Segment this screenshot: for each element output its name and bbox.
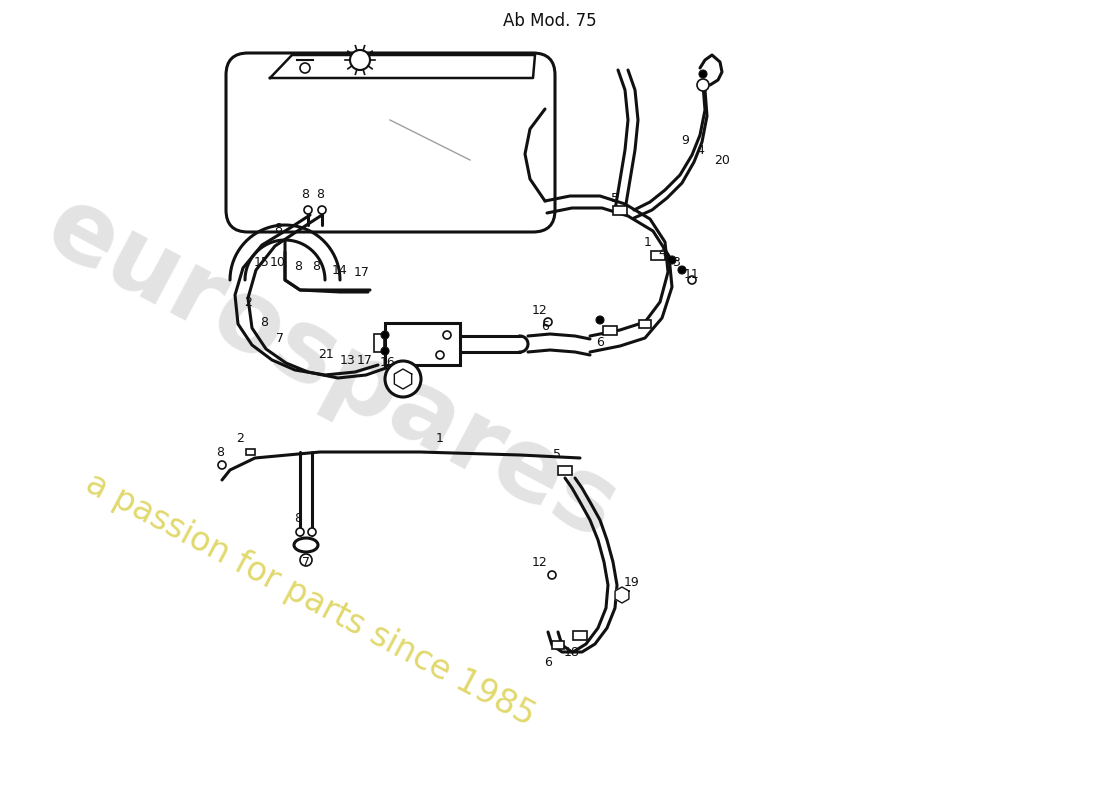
Circle shape [308, 528, 316, 536]
Circle shape [596, 316, 604, 324]
Text: 8: 8 [294, 511, 302, 525]
Circle shape [318, 206, 326, 214]
Polygon shape [615, 587, 629, 603]
Text: 8: 8 [301, 189, 309, 202]
Text: 8: 8 [312, 259, 320, 273]
Text: 16: 16 [381, 355, 396, 369]
Text: 8: 8 [316, 189, 324, 202]
Text: 8: 8 [294, 259, 302, 273]
Text: 11: 11 [684, 267, 700, 281]
Text: 8: 8 [260, 315, 268, 329]
Circle shape [381, 347, 389, 355]
Circle shape [218, 461, 226, 469]
Circle shape [350, 50, 370, 70]
Polygon shape [394, 369, 411, 389]
Text: 20: 20 [714, 154, 730, 166]
Text: 8: 8 [216, 446, 224, 458]
FancyBboxPatch shape [226, 53, 556, 232]
Circle shape [304, 206, 312, 214]
Text: 5: 5 [610, 191, 619, 205]
Text: 21: 21 [318, 349, 334, 362]
Text: 18: 18 [564, 646, 580, 658]
Text: 4: 4 [696, 143, 704, 157]
Bar [558, 466, 572, 474]
Text: 12: 12 [532, 303, 548, 317]
Text: a passion for parts since 1985: a passion for parts since 1985 [80, 467, 540, 733]
Text: 9: 9 [681, 134, 689, 146]
Bar [603, 326, 617, 334]
Circle shape [697, 79, 710, 91]
Circle shape [678, 266, 686, 274]
Circle shape [548, 571, 556, 579]
Text: 8: 8 [274, 222, 282, 234]
Text: 13: 13 [340, 354, 356, 366]
Circle shape [385, 361, 421, 397]
Bar [651, 250, 666, 259]
Bar [639, 320, 651, 328]
Bar [245, 449, 254, 455]
Circle shape [300, 554, 312, 566]
Text: 6: 6 [596, 335, 604, 349]
Text: 7: 7 [276, 331, 284, 345]
Bar [573, 630, 587, 639]
Text: 7: 7 [302, 555, 310, 569]
Text: 3: 3 [672, 255, 680, 269]
Circle shape [296, 528, 304, 536]
Circle shape [300, 63, 310, 73]
Circle shape [668, 256, 676, 264]
Bar [385, 323, 460, 365]
Bar [552, 641, 564, 649]
Text: 15: 15 [254, 255, 270, 269]
Text: 14: 14 [332, 263, 348, 277]
Text: Ab Mod. 75: Ab Mod. 75 [503, 12, 597, 30]
Text: eurospares: eurospares [30, 178, 634, 562]
Text: 6: 6 [544, 655, 552, 669]
Text: 5: 5 [553, 449, 561, 462]
Text: 1: 1 [645, 235, 652, 249]
Circle shape [544, 318, 552, 326]
Text: 2: 2 [236, 431, 244, 445]
Circle shape [381, 331, 389, 339]
Text: 17: 17 [358, 354, 373, 366]
Circle shape [436, 351, 444, 359]
Text: 12: 12 [532, 555, 548, 569]
Bar [613, 206, 627, 214]
Circle shape [698, 70, 707, 78]
Text: 4: 4 [658, 246, 666, 258]
Bar [374, 334, 384, 352]
Circle shape [688, 276, 696, 284]
Polygon shape [270, 55, 535, 78]
Text: 1: 1 [436, 431, 444, 445]
Text: 10: 10 [271, 255, 286, 269]
Circle shape [443, 331, 451, 339]
Text: 19: 19 [624, 575, 640, 589]
Text: 6: 6 [541, 321, 549, 334]
Text: 17: 17 [354, 266, 370, 278]
Text: 2: 2 [244, 295, 252, 309]
Ellipse shape [294, 538, 318, 552]
